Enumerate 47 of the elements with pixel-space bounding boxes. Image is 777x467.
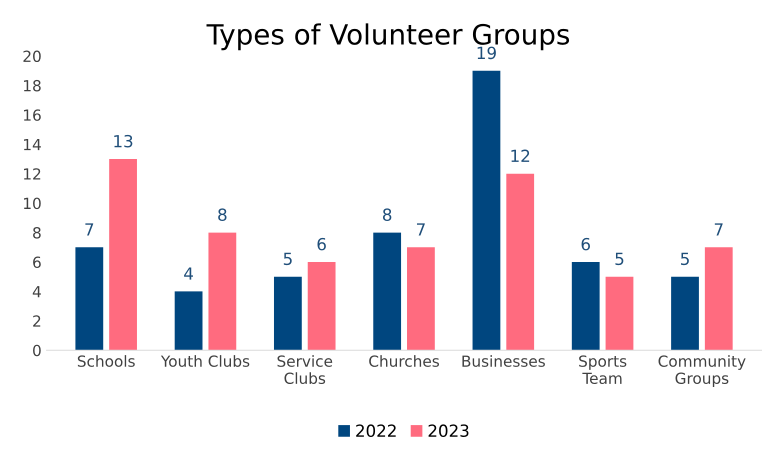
- data-label: 7: [416, 223, 425, 236]
- y-tick-label: 8: [33, 227, 41, 239]
- bar: [308, 262, 336, 350]
- y-tick-label: 14: [24, 138, 41, 150]
- y-tick-label: 2: [33, 315, 40, 327]
- y-tick-label: 10: [24, 198, 41, 210]
- bar: [109, 159, 137, 350]
- data-label: 6: [317, 238, 326, 250]
- data-label: 4: [184, 267, 193, 280]
- bar: [572, 262, 600, 350]
- legend-label: 2023: [428, 424, 468, 437]
- data-label: 13: [114, 134, 132, 148]
- y-tick-label: 6: [33, 256, 41, 268]
- data-label: 5: [680, 252, 689, 266]
- data-label: 5: [615, 252, 624, 266]
- data-label: 12: [511, 150, 530, 162]
- y-tick-label: 20: [23, 50, 41, 62]
- data-label: 7: [714, 223, 723, 236]
- data-label: 8: [382, 208, 392, 222]
- bar: [75, 247, 104, 350]
- data-label: 6: [582, 238, 590, 250]
- x-tick-label: Churches: [369, 355, 439, 367]
- bar: [373, 232, 402, 350]
- bar: [208, 232, 236, 350]
- legend-label: 2022: [356, 424, 396, 437]
- y-tick-label: 16: [24, 109, 41, 121]
- bar: [506, 174, 534, 350]
- y-tick-label: 12: [24, 168, 40, 180]
- data-label: 5: [284, 252, 292, 266]
- bar: [704, 247, 733, 350]
- x-tick-label: Sports Team: [579, 355, 626, 384]
- y-tick-label: 0: [33, 344, 41, 356]
- x-tick-label: Businesses: [462, 355, 545, 367]
- bar: [606, 276, 634, 350]
- data-label: 8: [218, 208, 227, 222]
- data-label: 7: [85, 223, 94, 236]
- bar: [671, 276, 699, 350]
- bar: [472, 70, 500, 350]
- y-tick-label: 18: [24, 80, 41, 92]
- x-tick-label: Youth Clubs: [160, 355, 250, 367]
- x-tick-label: Schools: [78, 355, 135, 367]
- x-tick-label: Community Groups: [658, 355, 746, 388]
- bar: [274, 276, 302, 350]
- bar: [174, 291, 202, 350]
- y-tick-label: 4: [32, 286, 41, 298]
- bar: [407, 247, 435, 350]
- x-tick-label: Service Clubs: [278, 355, 332, 384]
